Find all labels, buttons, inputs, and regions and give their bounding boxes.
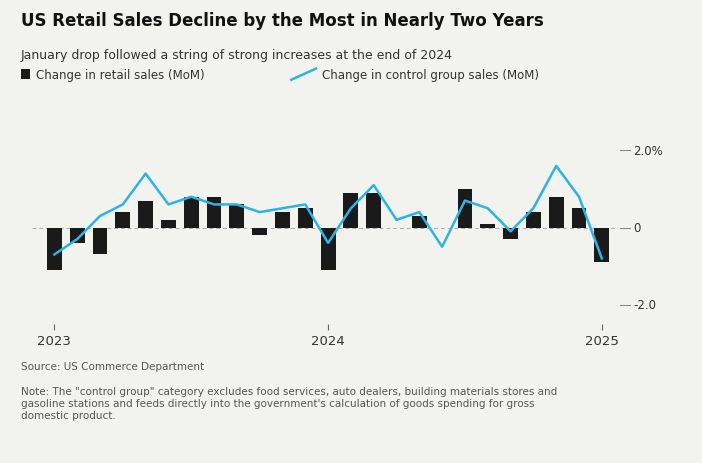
Bar xyxy=(115,213,131,228)
Bar xyxy=(47,228,62,270)
Bar xyxy=(230,205,244,228)
Bar xyxy=(595,228,609,263)
Bar xyxy=(298,209,312,228)
Text: Change in control group sales (MoM): Change in control group sales (MoM) xyxy=(322,69,538,81)
Text: Change in retail sales (MoM): Change in retail sales (MoM) xyxy=(36,69,204,81)
Bar xyxy=(480,224,495,228)
Bar xyxy=(138,201,153,228)
Bar xyxy=(206,197,221,228)
Text: Note: The "control group" category excludes food services, auto dealers, buildin: Note: The "control group" category exclu… xyxy=(21,387,557,420)
Bar xyxy=(69,228,85,244)
Text: 0: 0 xyxy=(633,221,641,235)
Bar xyxy=(275,213,290,228)
Text: 2.0%: 2.0% xyxy=(633,144,663,158)
Text: January drop followed a string of strong increases at the end of 2024: January drop followed a string of strong… xyxy=(21,49,453,62)
Bar xyxy=(571,209,586,228)
Bar xyxy=(503,228,518,239)
Text: US Retail Sales Decline by the Most in Nearly Two Years: US Retail Sales Decline by the Most in N… xyxy=(21,12,544,30)
Bar xyxy=(343,194,358,228)
Bar xyxy=(366,194,381,228)
Text: Source: US Commerce Department: Source: US Commerce Department xyxy=(21,361,204,371)
Bar xyxy=(321,228,336,270)
Bar xyxy=(412,217,427,228)
Bar xyxy=(161,220,176,228)
Bar xyxy=(184,197,199,228)
Text: -2.0: -2.0 xyxy=(633,298,656,312)
Bar xyxy=(93,228,107,255)
Bar xyxy=(252,228,267,236)
Bar xyxy=(526,213,541,228)
Bar xyxy=(549,197,564,228)
Bar xyxy=(458,190,472,228)
